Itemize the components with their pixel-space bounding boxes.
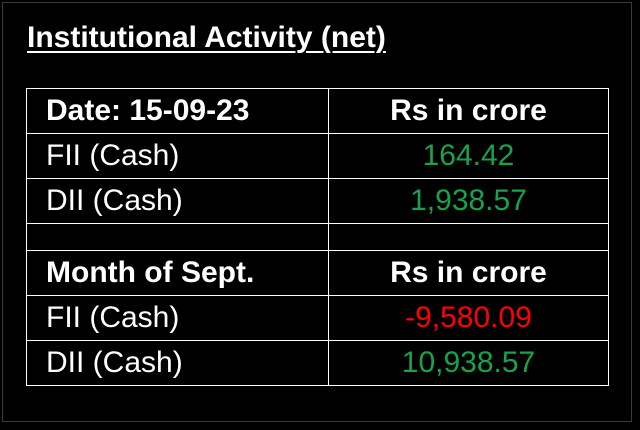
monthly-dii-row: DII (Cash) 10,938.57 (26, 340, 609, 386)
daily-header-row: Date: 15-09-23 Rs in crore (26, 88, 609, 134)
monthly-header-row: Month of Sept. Rs in crore (26, 250, 609, 296)
monthly-period-header: Month of Sept. (26, 250, 329, 296)
daily-fii-label: FII (Cash) (26, 133, 329, 179)
monthly-dii-label: DII (Cash) (26, 340, 329, 386)
monthly-fii-label: FII (Cash) (26, 295, 329, 341)
panel-frame: Institutional Activity (net) (2, 2, 632, 422)
daily-fii-row: FII (Cash) 164.42 (26, 133, 609, 179)
monthly-unit-header: Rs in crore (328, 250, 609, 296)
daily-date-header: Date: 15-09-23 (26, 88, 329, 134)
daily-unit-header: Rs in crore (328, 88, 609, 134)
monthly-fii-value: -9,580.09 (328, 295, 609, 341)
institutional-activity-table: Date: 15-09-23 Rs in crore FII (Cash) 16… (26, 88, 609, 386)
daily-fii-value: 164.42 (328, 133, 609, 179)
spacer-cell (328, 223, 609, 251)
spacer-row (26, 223, 609, 251)
page-title: Institutional Activity (net) (27, 21, 386, 54)
spacer-cell (26, 223, 329, 251)
daily-dii-label: DII (Cash) (26, 178, 329, 224)
daily-dii-row: DII (Cash) 1,938.57 (26, 178, 609, 224)
monthly-dii-value: 10,938.57 (328, 340, 609, 386)
daily-dii-value: 1,938.57 (328, 178, 609, 224)
monthly-fii-row: FII (Cash) -9,580.09 (26, 295, 609, 341)
